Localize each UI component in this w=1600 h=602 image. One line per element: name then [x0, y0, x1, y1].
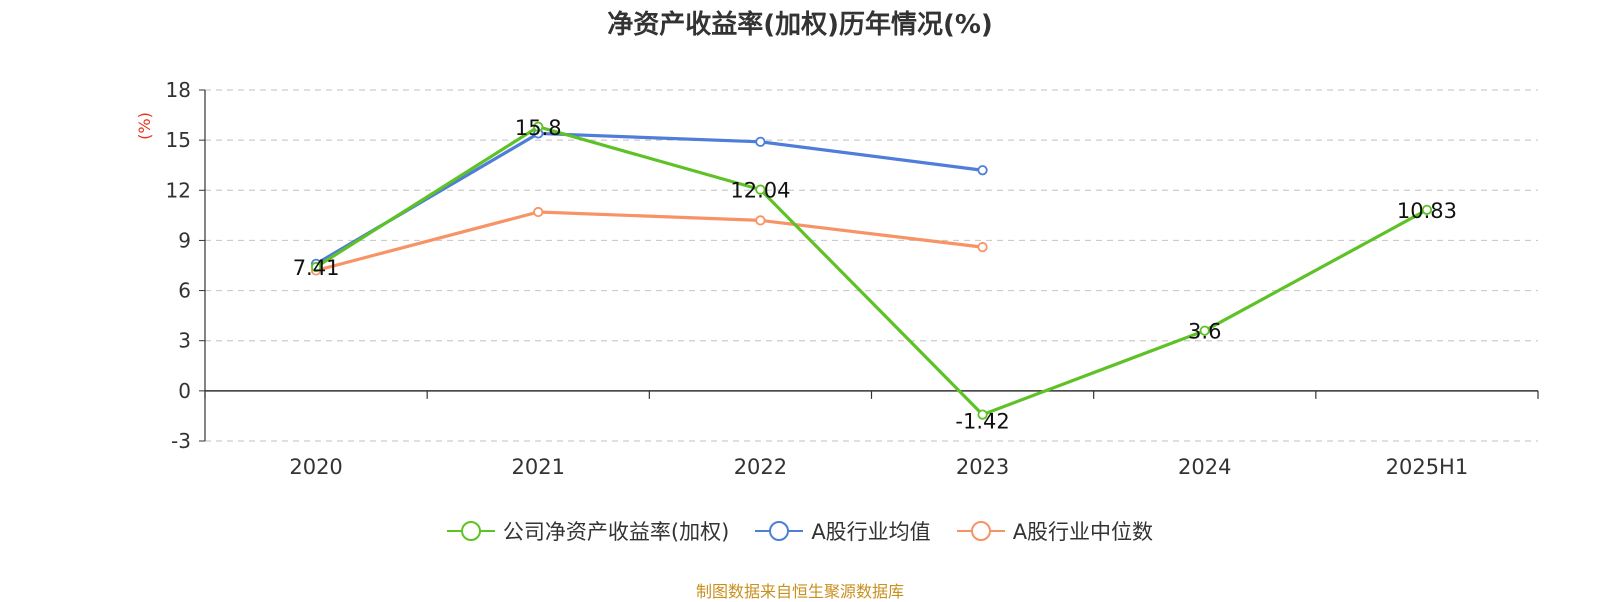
- y-tick-label: -3: [171, 429, 191, 453]
- legend-label: A股行业中位数: [1012, 520, 1154, 544]
- legend: 公司净资产收益率(加权) A股行业均值 A股行业中位数: [0, 516, 1600, 546]
- legend-item: A股行业均值: [755, 516, 931, 546]
- y-tick-label: 3: [178, 329, 191, 353]
- data-label: 12.04: [730, 179, 790, 203]
- legend-item: A股行业中位数: [956, 516, 1154, 546]
- series-lines: [310, 121, 1433, 420]
- data-point: [310, 261, 322, 273]
- data-point: [533, 206, 544, 218]
- series-line: [315, 125, 1428, 417]
- legend-label: A股行业均值: [811, 520, 931, 544]
- data-point: [977, 165, 988, 176]
- data-point: [1421, 204, 1433, 215]
- legend-label: 公司净资产收益率(加权): [502, 520, 730, 544]
- legend-item: 公司净资产收益率(加权): [446, 516, 730, 546]
- legend-swatch: [446, 521, 495, 541]
- legend-swatch-marker: [460, 521, 481, 541]
- legend-swatch: [755, 521, 804, 541]
- chart-title: 净资产收益率(加权)历年情况(%): [607, 10, 993, 40]
- y-tick-label: 6: [178, 279, 191, 303]
- data-label: 10.83: [1397, 199, 1457, 223]
- grid-lines: [205, 89, 1538, 442]
- data-point: [977, 409, 988, 420]
- x-tick-label: 2025H1: [1386, 455, 1469, 479]
- y-axis-label: (%): [135, 112, 154, 140]
- x-tick-label: 2023: [956, 455, 1009, 479]
- y-tick-label: 18: [166, 78, 191, 102]
- data-label: -1.42: [955, 410, 1009, 434]
- data-point: [977, 242, 988, 253]
- y-tick-label: 12: [166, 178, 191, 202]
- legend-swatch-marker: [769, 521, 790, 541]
- x-tick-label: 2020: [289, 455, 342, 479]
- series-line: [315, 210, 983, 273]
- data-label: 15.8: [515, 116, 562, 140]
- x-tick-label: 2021: [512, 455, 565, 479]
- axes: -3 0 3 6 9 12 15 18 2020 2021 2022 2023 2024 2025H1: [166, 78, 1539, 479]
- data-point: [755, 215, 766, 226]
- data-point: [755, 136, 766, 147]
- y-tick-label: 15: [166, 128, 191, 152]
- data-point: [755, 184, 766, 195]
- data-label: 7.41: [293, 256, 340, 280]
- data-labels: 7.41 15.8 12.04 -1.42 3.6 10.83: [293, 116, 1457, 434]
- data-label: 3.6: [1188, 320, 1221, 344]
- x-tick-label: 2024: [1178, 455, 1231, 479]
- y-tick-label: 9: [178, 228, 191, 252]
- legend-swatch: [956, 521, 1005, 541]
- y-tick-label: 0: [178, 379, 191, 403]
- legend-swatch-marker: [970, 521, 991, 541]
- source-note: 制图数据来自恒生聚源数据库: [695, 582, 904, 601]
- x-tick-label: 2022: [734, 455, 787, 479]
- data-point: [533, 121, 544, 132]
- data-point: [1199, 325, 1210, 336]
